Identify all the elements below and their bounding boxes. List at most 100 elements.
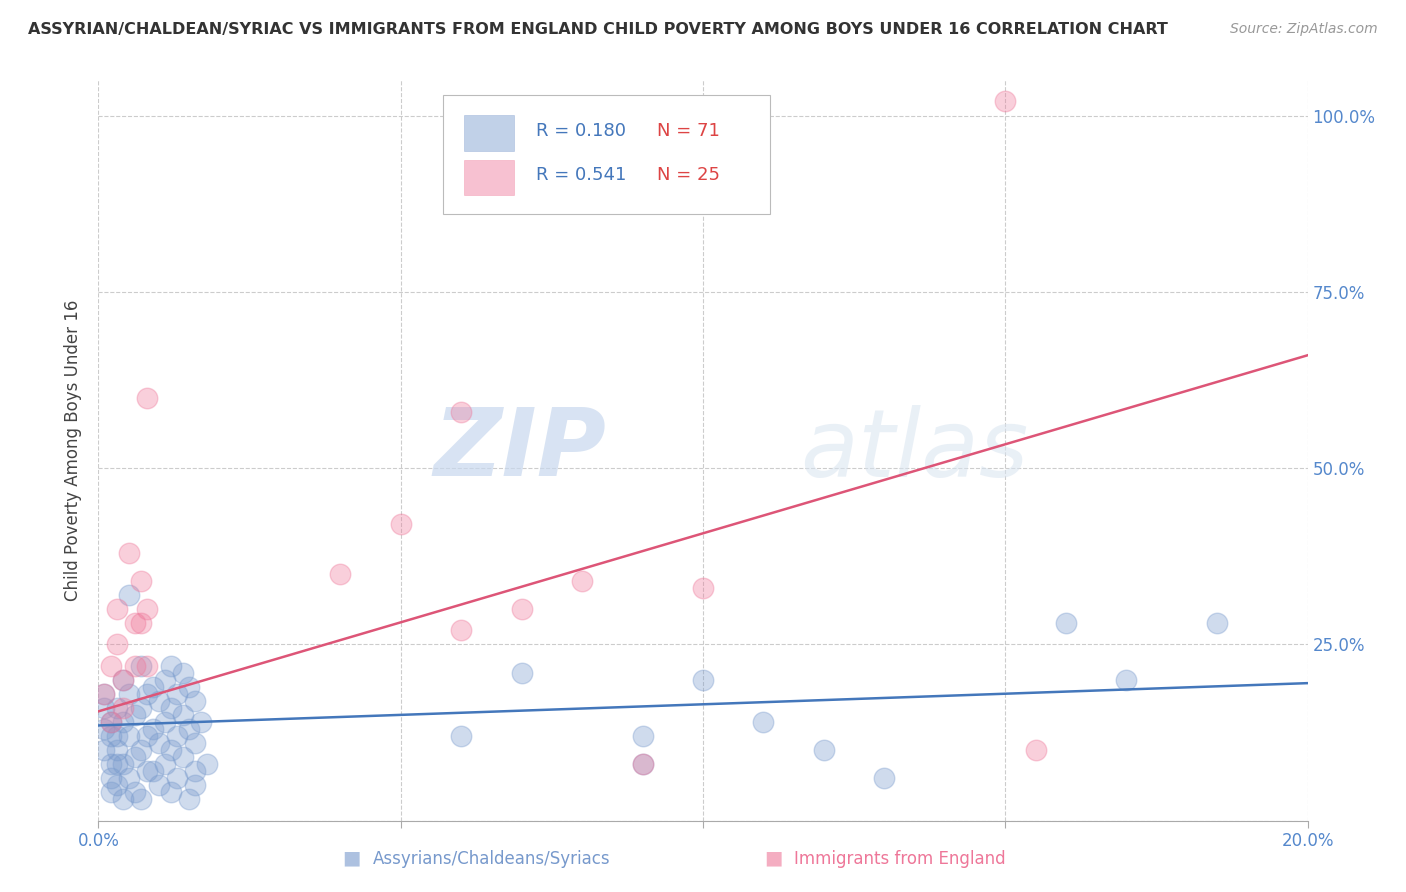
Point [124,707,146,722]
Point [142,764,165,779]
Text: ZIP: ZIP [433,404,606,497]
Point [450,405,472,419]
Point [111,714,134,729]
Point [142,680,165,694]
Point [184,778,207,792]
Point [510,602,533,616]
Point [172,750,194,764]
Point [118,772,141,786]
Point [1115,673,1137,687]
Point [190,714,212,729]
Point [172,707,194,722]
Point [129,658,152,673]
Point [153,757,176,772]
Point [631,757,654,772]
Point [105,729,128,743]
Point [124,750,146,764]
Y-axis label: Child Poverty Among Boys Under 16: Child Poverty Among Boys Under 16 [65,300,83,601]
Point [124,785,146,799]
Point [111,673,134,687]
Point [100,757,122,772]
Point [1054,616,1077,631]
Point [93,687,115,701]
Point [179,680,201,694]
Point [129,616,152,631]
Point [129,701,152,715]
Point [692,581,714,595]
Point [124,658,146,673]
Point [105,778,128,792]
Text: R = 0.180: R = 0.180 [536,121,626,140]
FancyBboxPatch shape [443,95,769,213]
Point [160,743,183,757]
Point [135,764,157,779]
Point [195,757,218,772]
Point [129,574,152,588]
Point [135,729,157,743]
Point [153,673,176,687]
Point [118,546,141,560]
Point [93,701,115,715]
Point [160,701,183,715]
Point [329,566,352,581]
Text: Immigrants from England: Immigrants from England [794,850,1007,868]
Point [100,785,122,799]
Point [631,757,654,772]
Point [93,722,115,736]
Point [692,673,714,687]
Point [111,757,134,772]
Point [118,588,141,602]
Point [118,729,141,743]
Point [100,729,122,743]
Point [111,792,134,806]
Point [118,687,141,701]
FancyBboxPatch shape [464,160,513,195]
Point [105,743,128,757]
Text: ■: ■ [342,849,361,868]
Point [752,714,775,729]
Point [166,729,188,743]
Point [148,694,170,708]
Point [135,658,157,673]
Point [450,729,472,743]
Text: Source: ZipAtlas.com: Source: ZipAtlas.com [1230,22,1378,37]
Point [129,792,152,806]
Point [179,792,201,806]
Text: N = 71: N = 71 [657,121,720,140]
Point [160,658,183,673]
Point [93,743,115,757]
Point [184,736,207,750]
Point [135,602,157,616]
Point [184,694,207,708]
Point [1206,616,1229,631]
Point [105,701,128,715]
Point [389,517,412,532]
Point [100,714,122,729]
Point [105,757,128,772]
Point [510,665,533,680]
Point [873,772,896,786]
Text: ■: ■ [763,849,783,868]
Point [166,772,188,786]
Point [631,729,654,743]
Point [148,778,170,792]
Point [179,722,201,736]
Point [105,602,128,616]
Point [105,637,128,651]
Point [813,743,835,757]
Point [100,658,122,673]
Point [571,574,593,588]
Point [153,714,176,729]
Point [450,624,472,638]
Point [100,714,122,729]
FancyBboxPatch shape [464,115,513,151]
Point [124,616,146,631]
Point [135,687,157,701]
Text: ASSYRIAN/CHALDEAN/SYRIAC VS IMMIGRANTS FROM ENGLAND CHILD POVERTY AMONG BOYS UND: ASSYRIAN/CHALDEAN/SYRIAC VS IMMIGRANTS F… [28,22,1168,37]
Point [184,764,207,779]
Point [172,665,194,680]
Point [142,722,165,736]
Point [994,95,1017,109]
Point [93,687,115,701]
Text: atlas: atlas [800,405,1028,496]
